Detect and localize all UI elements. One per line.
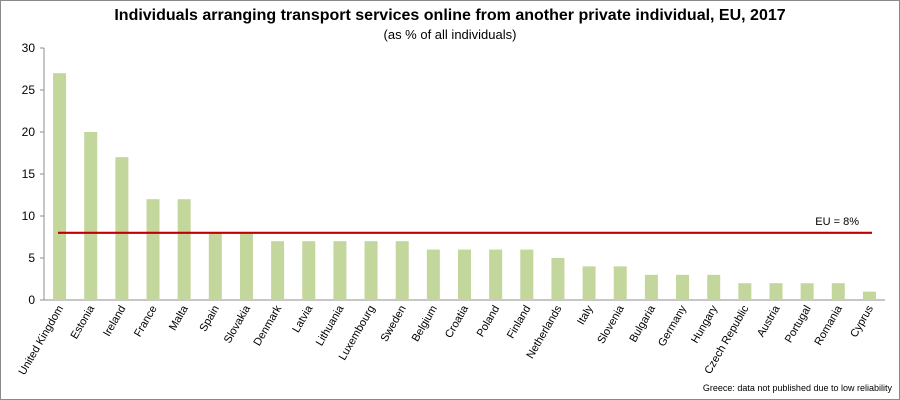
bar xyxy=(146,199,160,300)
bar xyxy=(239,232,253,300)
x-tick-label: Estonia xyxy=(69,303,98,342)
bar xyxy=(208,232,222,300)
bar xyxy=(426,249,440,300)
x-tick-label: United Kingdom xyxy=(17,304,67,378)
bar xyxy=(520,249,534,300)
y-tick-label: 0 xyxy=(28,293,35,307)
x-tick-label: Croatia xyxy=(443,303,472,340)
x-tick-label: Ireland xyxy=(101,304,128,339)
x-tick-label: Sweden xyxy=(379,304,409,344)
bar xyxy=(395,241,409,300)
y-tick-label: 30 xyxy=(22,41,36,55)
bar xyxy=(582,266,596,300)
x-tick-label: Lithuania xyxy=(314,303,347,348)
y-tick-label: 10 xyxy=(22,209,36,223)
bar xyxy=(707,274,721,300)
chart-subtitle: (as % of all individuals) xyxy=(383,27,517,42)
bar xyxy=(800,283,814,300)
x-tick-label: Germany xyxy=(656,303,689,349)
x-tick-label: Belgium xyxy=(410,304,440,344)
bar xyxy=(831,283,845,300)
bar xyxy=(333,241,347,300)
bar xyxy=(489,249,503,300)
bar xyxy=(738,283,752,300)
bar xyxy=(676,274,690,300)
x-tick-label: Austria xyxy=(755,303,783,339)
bar xyxy=(53,73,67,300)
x-tick-label: Spain xyxy=(197,304,221,334)
chart-title: Individuals arranging transport services… xyxy=(114,7,786,24)
x-tick-label: Cyprus xyxy=(848,303,876,340)
eu-average-label: EU = 8% xyxy=(815,216,859,228)
x-tick-label: Denmark xyxy=(252,303,285,348)
x-tick-label: Slovakia xyxy=(222,303,254,346)
x-tick-label: Latvia xyxy=(290,303,316,335)
bar xyxy=(84,132,98,300)
x-tick-label: Malta xyxy=(167,303,191,333)
x-tick-label: Finland xyxy=(505,304,533,341)
bar xyxy=(769,283,783,300)
y-tick-label: 15 xyxy=(22,167,36,181)
x-tick-label: Bulgaria xyxy=(627,303,658,345)
y-tick-label: 5 xyxy=(28,251,35,265)
bar xyxy=(551,258,565,300)
x-tick-label: Italy xyxy=(575,303,596,327)
bar xyxy=(271,241,285,300)
x-tick-label: Poland xyxy=(475,304,503,340)
bar xyxy=(177,199,191,300)
x-tick-label: Romania xyxy=(812,303,845,348)
x-tick-label: Hungary xyxy=(689,303,720,345)
bar xyxy=(613,266,627,300)
bar xyxy=(302,241,316,300)
bar xyxy=(862,291,876,300)
bar xyxy=(644,274,658,300)
bar xyxy=(115,157,129,300)
x-tick-label: France xyxy=(132,304,160,340)
y-tick-label: 25 xyxy=(22,83,36,97)
x-tick-label: Slovenia xyxy=(595,303,627,346)
y-tick-label: 20 xyxy=(22,125,36,139)
bar xyxy=(364,241,378,300)
chart-footnote: Greece: data not published due to low re… xyxy=(702,383,892,393)
x-tick-label: Portugal xyxy=(783,304,814,345)
bar xyxy=(458,249,471,300)
